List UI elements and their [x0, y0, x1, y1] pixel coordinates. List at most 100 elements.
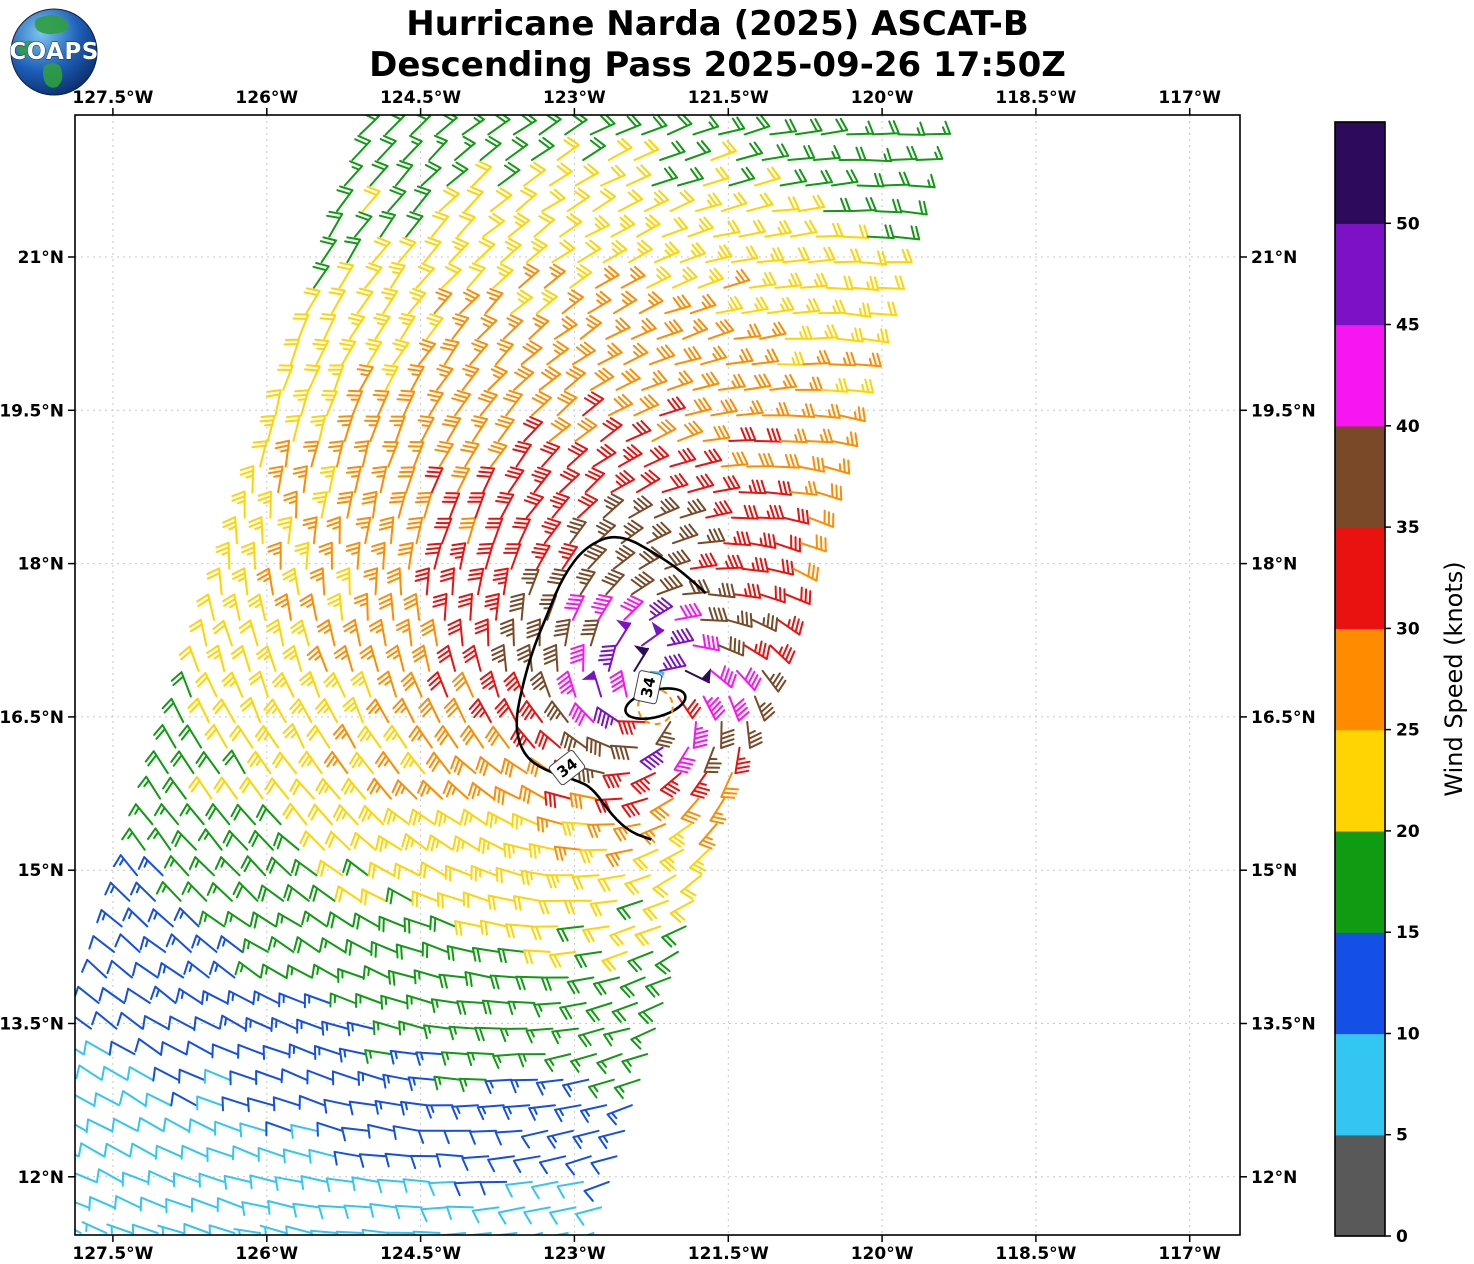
wind-barb [289, 698, 313, 723]
wind-barb [246, 1097, 274, 1113]
wind-barb [579, 848, 608, 864]
wind-barb [268, 465, 284, 494]
wind-barb [485, 725, 510, 749]
wind-barb [530, 136, 555, 161]
wind-barb [630, 317, 657, 340]
wind-barb [411, 644, 431, 672]
colorbar-segment [1335, 1033, 1385, 1136]
wind-barb [355, 516, 372, 545]
wind-barb [487, 1155, 515, 1173]
wind-barb [661, 216, 689, 238]
wind-barb [579, 1104, 608, 1123]
wind-barb [544, 790, 572, 809]
wind-barb [746, 452, 775, 468]
wind-barb [733, 582, 762, 599]
wind-barb [535, 1078, 564, 1096]
wind-barb [381, 364, 399, 391]
wind-barb [302, 516, 318, 545]
wind-barb [448, 1025, 477, 1041]
wind-barb [534, 729, 562, 750]
wind-barb [649, 797, 674, 822]
wind-barb [426, 834, 454, 852]
wind-barb [113, 1195, 141, 1210]
lat-tick-label-right: 13.5°N [1251, 1015, 1316, 1035]
wind-barb [357, 725, 382, 749]
wind-barb [533, 212, 556, 238]
wind-barb [153, 803, 180, 826]
wind-barb [479, 1180, 508, 1196]
wind-barb [551, 239, 576, 264]
wind-barb [761, 143, 790, 161]
wind-barb [103, 1142, 131, 1158]
wind-barb [507, 212, 531, 238]
wind-barb [301, 910, 328, 928]
wind-barb [331, 1070, 359, 1086]
wind-barb [522, 416, 544, 442]
wind-barb [566, 442, 589, 468]
wind-barb [242, 938, 269, 953]
wind-barb [178, 1068, 205, 1084]
wind-barb [196, 1095, 223, 1111]
wind-barb [892, 225, 921, 241]
wind-barb [526, 618, 541, 647]
wind-barb [348, 1100, 377, 1116]
wind-barb [544, 700, 569, 723]
wind-barb [743, 373, 772, 391]
wind-barb [673, 746, 696, 774]
wind-barb [712, 219, 741, 238]
wind-barb [436, 364, 454, 391]
colorbar-segment [1335, 324, 1385, 427]
wind-barb [341, 1126, 369, 1142]
wind-barb [412, 1230, 441, 1235]
wind-barb [423, 236, 442, 264]
lon-tick-label-bottom: 124.5°W [380, 1244, 461, 1264]
wind-barb [303, 993, 331, 1009]
wind-barb [475, 756, 503, 776]
wind-barb [553, 618, 571, 647]
wind-barb [764, 480, 792, 496]
wind-barb [362, 965, 390, 981]
wind-barb [759, 321, 787, 340]
wind-barb [388, 261, 406, 289]
wind-barb [469, 339, 489, 366]
wind-barb [807, 509, 835, 528]
wind-barb [248, 829, 274, 851]
wind-barb [556, 670, 577, 698]
wind-barb [512, 440, 532, 468]
wind-barb [679, 242, 706, 264]
wind-barb [384, 115, 406, 136]
wind-barb [405, 211, 424, 238]
wind-barb [320, 389, 338, 417]
wind-barb [262, 1045, 290, 1060]
wind-barb [666, 628, 695, 647]
colorbar-tick-label: 25 [1396, 721, 1420, 741]
wind-barb [257, 1146, 285, 1162]
lon-tick-label-top: 121.5°W [688, 88, 769, 108]
wind-barb [75, 1172, 97, 1183]
wind-barb [293, 936, 321, 954]
wind-barb [495, 339, 514, 366]
wind-barb [191, 1197, 218, 1213]
wind-barb [797, 194, 826, 213]
wind-barb [420, 618, 438, 647]
wind-barb [530, 390, 552, 417]
wind-barb [825, 275, 854, 291]
wind-barb [636, 214, 661, 238]
wind-barb [633, 394, 660, 417]
wind-barb [487, 894, 515, 911]
wind-barb [350, 670, 372, 698]
wind-barb [607, 393, 634, 417]
wind-barb [595, 265, 620, 289]
wind-barb [574, 417, 598, 442]
wind-barb [617, 720, 646, 735]
wind-barb [628, 495, 653, 519]
wind-barb [464, 971, 492, 987]
wind-barb [689, 552, 718, 570]
wind-barb [206, 567, 223, 596]
wind-barb [466, 262, 486, 289]
wind-barb [874, 198, 903, 214]
wind-barb [292, 1202, 321, 1218]
wind-barb [530, 1232, 544, 1235]
wind-barb [414, 567, 430, 596]
wind-barb [859, 250, 887, 266]
